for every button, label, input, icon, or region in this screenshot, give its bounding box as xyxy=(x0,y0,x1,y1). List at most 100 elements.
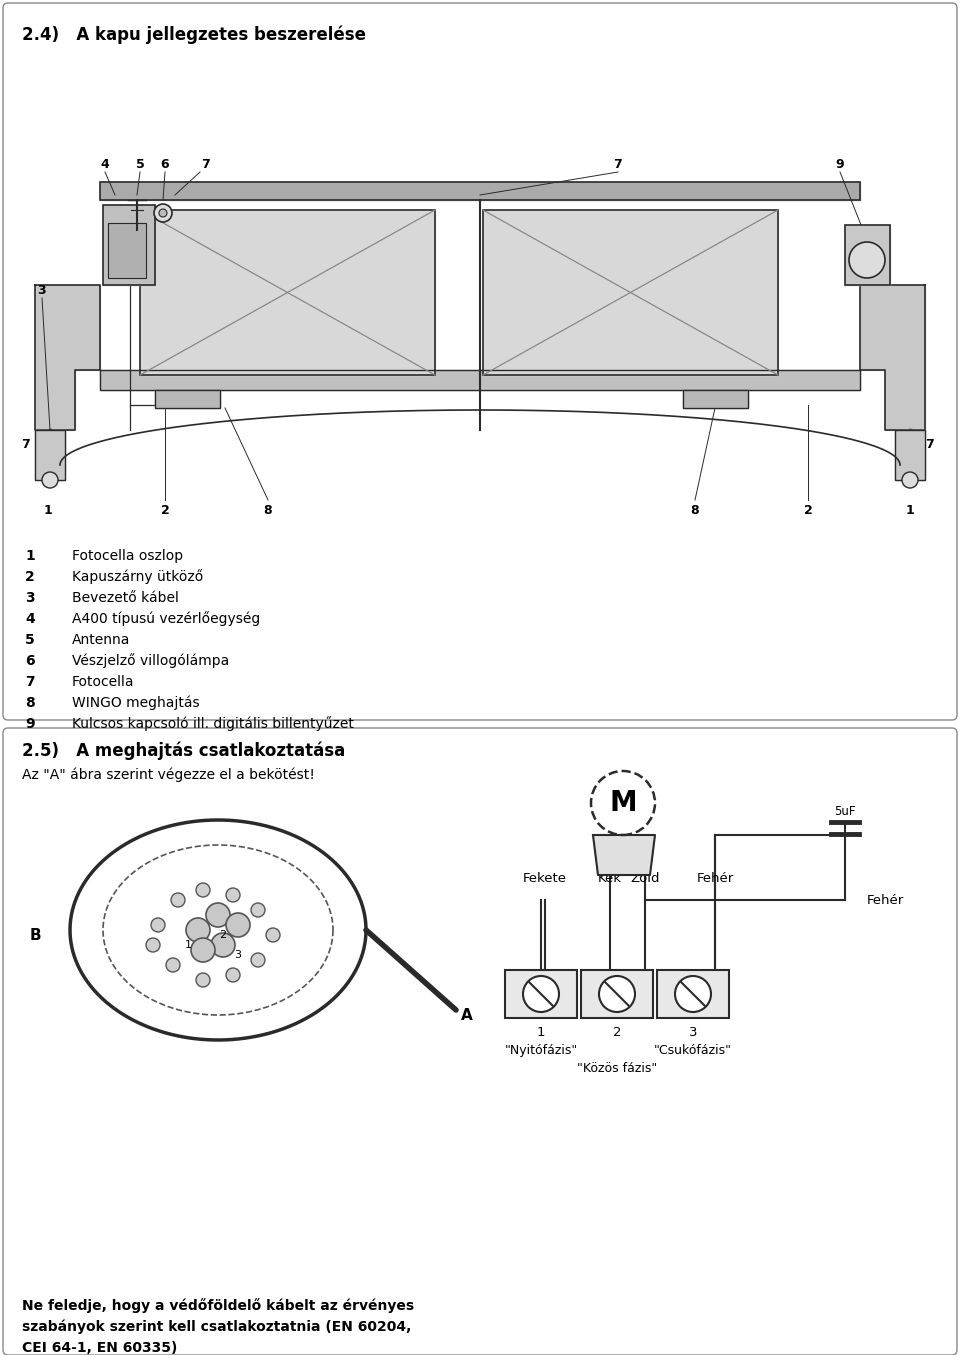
FancyBboxPatch shape xyxy=(3,3,957,720)
Polygon shape xyxy=(593,835,655,875)
Bar xyxy=(35,430,65,480)
Circle shape xyxy=(523,976,559,1012)
Circle shape xyxy=(206,902,230,927)
Text: Zöld: Zöld xyxy=(631,873,660,885)
Text: 3: 3 xyxy=(234,950,242,959)
Bar xyxy=(100,370,860,390)
Circle shape xyxy=(196,973,210,986)
Bar xyxy=(505,970,577,1018)
Text: 8: 8 xyxy=(690,504,699,516)
Bar xyxy=(683,390,748,408)
Circle shape xyxy=(196,883,210,897)
Bar xyxy=(581,970,653,1018)
Circle shape xyxy=(266,928,280,942)
Circle shape xyxy=(151,917,165,932)
Bar xyxy=(895,430,925,480)
Text: Fekete: Fekete xyxy=(523,873,567,885)
Polygon shape xyxy=(860,285,925,430)
Bar xyxy=(657,970,729,1018)
Circle shape xyxy=(226,888,240,902)
Text: M: M xyxy=(610,789,636,817)
Text: Bevezető kábel: Bevezető kábel xyxy=(72,591,179,604)
Circle shape xyxy=(251,902,265,917)
Text: Az "A" ábra szerint végezze el a bekötést!: Az "A" ábra szerint végezze el a bekötés… xyxy=(22,768,315,782)
Circle shape xyxy=(171,893,185,906)
Text: Fotocella: Fotocella xyxy=(72,675,134,688)
Text: Fehér: Fehér xyxy=(696,873,733,885)
Text: "Csukófázis": "Csukófázis" xyxy=(654,1043,732,1057)
Text: 2.4)   A kapu jellegzetes beszerelése: 2.4) A kapu jellegzetes beszerelése xyxy=(22,26,366,45)
Bar xyxy=(895,430,925,480)
Text: 2.5)   A meghajtás csatlakoztatása: 2.5) A meghajtás csatlakoztatása xyxy=(22,743,346,760)
Bar xyxy=(103,205,155,285)
Circle shape xyxy=(226,913,250,938)
Circle shape xyxy=(166,958,180,972)
Text: 6: 6 xyxy=(160,159,169,172)
Bar xyxy=(845,225,890,285)
Bar xyxy=(108,224,146,278)
Bar xyxy=(683,390,748,408)
Text: 2: 2 xyxy=(804,504,812,516)
Text: 5: 5 xyxy=(25,633,35,646)
Text: Kulcsos kapcsoló ill. digitális billentyűzet: Kulcsos kapcsoló ill. digitális billenty… xyxy=(72,717,354,732)
Circle shape xyxy=(211,934,235,957)
Bar xyxy=(100,182,860,201)
Text: A: A xyxy=(461,1008,472,1023)
Text: 2: 2 xyxy=(220,930,227,940)
Bar xyxy=(140,210,435,375)
Bar xyxy=(483,210,778,375)
Text: 2: 2 xyxy=(25,570,35,584)
Text: 5uF: 5uF xyxy=(834,805,855,818)
Text: 1: 1 xyxy=(25,549,35,562)
Text: 7: 7 xyxy=(613,159,622,172)
Text: 3: 3 xyxy=(25,591,35,604)
Text: 2: 2 xyxy=(160,504,169,516)
Circle shape xyxy=(186,917,210,942)
Text: 9: 9 xyxy=(25,717,35,730)
Circle shape xyxy=(251,953,265,967)
Text: 8: 8 xyxy=(264,504,273,516)
Text: 8: 8 xyxy=(25,696,35,710)
Text: 3: 3 xyxy=(688,1026,697,1039)
Text: 1: 1 xyxy=(537,1026,545,1039)
Text: "Nyitófázis": "Nyitófázis" xyxy=(504,1043,578,1057)
Bar xyxy=(155,390,220,408)
Text: 7: 7 xyxy=(201,159,209,172)
Circle shape xyxy=(154,205,172,222)
Circle shape xyxy=(849,243,885,278)
Circle shape xyxy=(902,472,918,488)
Text: 6: 6 xyxy=(25,654,35,668)
Bar xyxy=(35,430,65,480)
Text: 1: 1 xyxy=(905,504,914,516)
Text: WINGO meghajtás: WINGO meghajtás xyxy=(72,695,200,710)
Bar xyxy=(155,390,220,408)
Text: Ne feledje, hogy a védőföldelő kábelt az érvényes
szabányok szerint kell csatlak: Ne feledje, hogy a védőföldelő kábelt az… xyxy=(22,1298,414,1355)
FancyBboxPatch shape xyxy=(3,728,957,1355)
Text: B: B xyxy=(30,928,41,943)
Bar xyxy=(140,210,435,375)
Text: 7: 7 xyxy=(25,675,35,688)
Polygon shape xyxy=(35,285,100,430)
Text: Vészjelző villogólámpa: Vészjelző villogólámpa xyxy=(72,653,229,668)
Text: A400 típusú vezérlőegység: A400 típusú vezérlőegység xyxy=(72,611,260,626)
Text: 7: 7 xyxy=(925,439,934,451)
Text: 2: 2 xyxy=(612,1026,621,1039)
Text: 9: 9 xyxy=(836,159,844,172)
Circle shape xyxy=(146,938,160,953)
Text: Antenna: Antenna xyxy=(72,633,131,646)
Circle shape xyxy=(591,771,655,835)
Circle shape xyxy=(42,472,58,488)
Text: 7: 7 xyxy=(20,439,30,451)
Circle shape xyxy=(675,976,711,1012)
Text: "Közös fázis": "Közös fázis" xyxy=(577,1062,658,1075)
Text: 5: 5 xyxy=(135,159,144,172)
Circle shape xyxy=(159,209,167,217)
Text: Kapuszárny ütköző: Kapuszárny ütköző xyxy=(72,569,204,584)
Bar xyxy=(103,205,155,285)
Circle shape xyxy=(226,967,240,982)
Text: Fehér: Fehér xyxy=(867,893,904,906)
Text: 1: 1 xyxy=(43,504,53,516)
Bar xyxy=(100,182,860,201)
Text: Fotocella oszlop: Fotocella oszlop xyxy=(72,549,183,562)
Bar xyxy=(100,370,860,390)
